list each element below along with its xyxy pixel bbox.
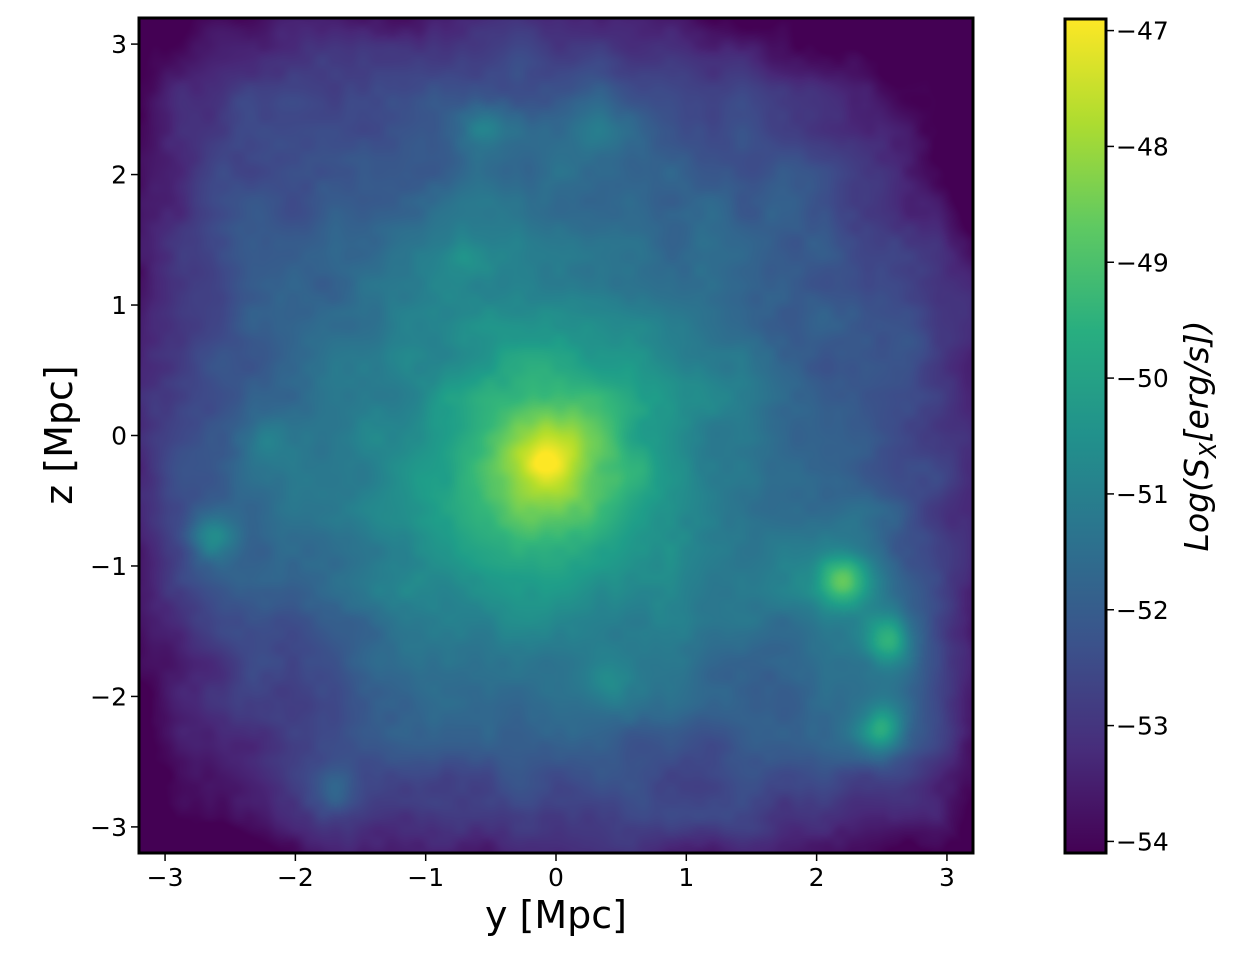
- colorbar-tick-label: −50: [1116, 364, 1169, 393]
- colorbar-ticks: −47 −48 −49 −50 −51 −52 −53 −54: [1106, 17, 1169, 856]
- y-axis-title: z [Mpc]: [37, 365, 81, 504]
- y-tick-label: −3: [90, 813, 127, 842]
- colorbar-tick-label: −48: [1116, 132, 1169, 161]
- x-tick-label: 0: [548, 863, 564, 892]
- colorbar-frame: [1063, 17, 1108, 855]
- x-tick-label: −2: [277, 863, 314, 892]
- heatmap-panel: [137, 16, 975, 855]
- x-axis-title: y [Mpc]: [485, 893, 627, 937]
- x-axis: −3 −2 −1 0 1 2 3: [147, 853, 955, 892]
- colorbar-tick-label: −52: [1116, 596, 1169, 625]
- y-tick-label: −1: [90, 552, 127, 581]
- y-tick-label: −2: [90, 682, 127, 711]
- x-tick-label: −3: [147, 863, 184, 892]
- x-tick-label: −1: [407, 863, 444, 892]
- y-tick-label: 2: [111, 161, 127, 190]
- y-tick-label: 1: [111, 291, 127, 320]
- colorbar-gradient: [1065, 19, 1106, 853]
- colorbar-tick-label: −49: [1116, 248, 1169, 277]
- y-tick-label: 3: [111, 30, 127, 59]
- x-tick-label: 3: [939, 863, 955, 892]
- colorbar-tick-label: −51: [1116, 480, 1169, 509]
- colorbar: −47 −48 −49 −50 −51 −52 −53 −54 Log(SX[erg/s]): [1063, 17, 1222, 856]
- x-tick-label: 1: [678, 863, 694, 892]
- colorbar-tick-label: −53: [1116, 712, 1169, 741]
- y-tick-label: 0: [111, 422, 127, 451]
- x-tick-label: 2: [809, 863, 825, 892]
- y-axis: 3 2 1 0 −1 −2 −3: [90, 30, 139, 842]
- colorbar-tick-label: −54: [1116, 827, 1169, 856]
- heatmap-image: [139, 18, 973, 853]
- colorbar-tick-label: −47: [1116, 17, 1169, 46]
- colorbar-title: Log(SX[erg/s]): [1177, 321, 1222, 552]
